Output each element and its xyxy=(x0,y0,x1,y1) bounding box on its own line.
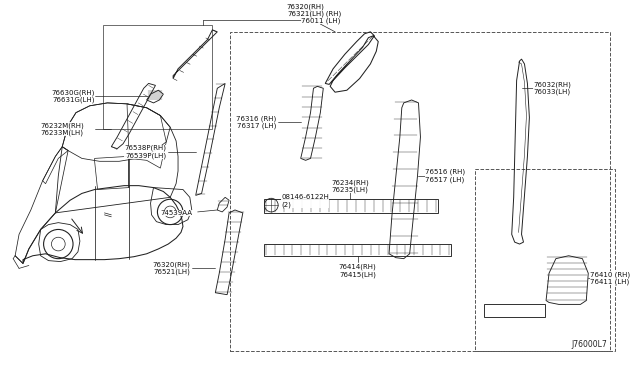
Text: 76630G(RH)
76631G(LH): 76630G(RH) 76631G(LH) xyxy=(51,89,95,103)
Text: 76516 (RH)
76517 (LH): 76516 (RH) 76517 (LH) xyxy=(426,169,465,183)
Bar xyxy=(230,32,610,351)
Text: 08146-6122H
(2): 08146-6122H (2) xyxy=(281,195,329,208)
Bar xyxy=(476,169,615,351)
Text: 76410 (RH)
76411 (LH): 76410 (RH) 76411 (LH) xyxy=(590,271,630,285)
Text: 76320(RH)
76321(LH): 76320(RH) 76321(LH) xyxy=(287,4,324,18)
Text: 76538P(RH)
76539P(LH): 76538P(RH) 76539P(LH) xyxy=(124,145,166,158)
Text: J76000L7: J76000L7 xyxy=(571,340,607,349)
Text: 76234(RH)
76235(LH): 76234(RH) 76235(LH) xyxy=(331,179,369,193)
Text: 76320(RH)
76321(LH): 76320(RH) 76321(LH) xyxy=(287,3,324,17)
Text: 76414(RH)
76415(LH): 76414(RH) 76415(LH) xyxy=(339,263,376,278)
Text: 76010 (RH)
76011 (LH): 76010 (RH) 76011 (LH) xyxy=(301,10,341,24)
Text: 76232M(RH)
76233M(LH): 76232M(RH) 76233M(LH) xyxy=(41,122,84,136)
Text: 76032(RH)
76033(LH): 76032(RH) 76033(LH) xyxy=(533,81,571,95)
Text: 74539AA: 74539AA xyxy=(161,210,193,216)
Bar xyxy=(104,25,212,129)
Text: 76320(RH)
76521(LH): 76320(RH) 76521(LH) xyxy=(152,262,190,275)
Text: 76316 (RH)
76317 (LH): 76316 (RH) 76317 (LH) xyxy=(236,115,276,129)
